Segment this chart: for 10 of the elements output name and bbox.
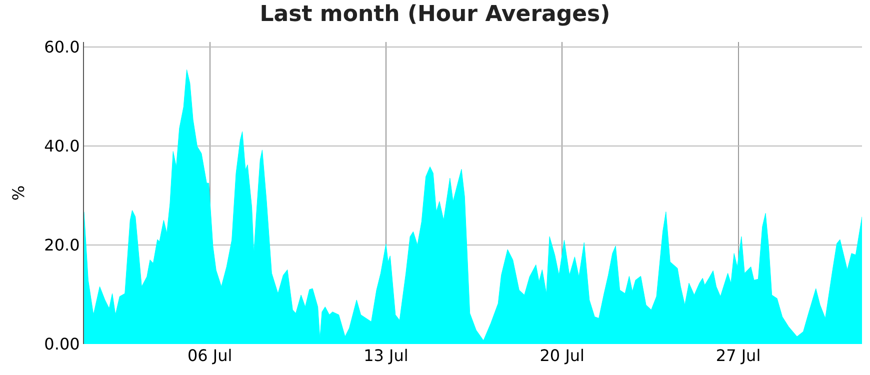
y-tick-label: 40.0 [44, 136, 80, 156]
x-tick-label: 27 Jul [716, 346, 761, 365]
y-tick-label: 0.00 [44, 334, 80, 354]
y-tick-label: 20.0 [44, 236, 80, 255]
chart-title: Last month (Hour Averages) [260, 2, 610, 28]
x-tick-label: 20 Jul [540, 346, 584, 365]
x-tick-label: 06 Jul [187, 346, 232, 365]
y-tick-label: 60.0 [44, 38, 80, 57]
x-tick-label: 13 Jul [364, 346, 408, 365]
y-axis-title: % [9, 185, 28, 201]
